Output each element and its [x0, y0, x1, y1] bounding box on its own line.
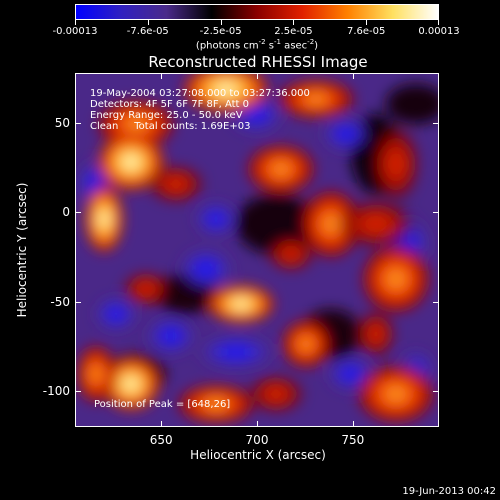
units-mid-1: s	[265, 40, 275, 52]
y-tick-mark	[433, 123, 439, 125]
info-line-time: 19-May-2004 03:27:08.000 to 03:27:36.000	[90, 88, 310, 99]
x-tick-mark	[257, 73, 258, 79]
units-sup-1: -2	[258, 38, 266, 46]
rhessi-heatmap	[76, 74, 438, 426]
y-tick-label: -50	[50, 294, 70, 309]
colorbar-tick-label: 0.00013	[418, 26, 460, 37]
x-tick-mark	[352, 421, 354, 427]
colorbar-tick-label: -2.5e-05	[199, 26, 242, 37]
colorbar-units-label: (photons cm-2 s-1 asec-2)	[196, 38, 318, 51]
y-tick-mark	[75, 301, 81, 303]
x-axis-label: Heliocentric X (arcsec)	[190, 448, 326, 462]
units-suffix: )	[314, 40, 319, 52]
x-tick-label: 750	[341, 433, 365, 447]
timestamp: 19-Jun-2013 00:42	[402, 486, 496, 497]
colorbar-tick-label: -7.6e-05	[126, 26, 169, 37]
x-tick-label: 650	[149, 433, 173, 447]
units-sup-3: -2	[307, 38, 315, 46]
y-tick-mark	[433, 391, 439, 393]
plot-title: Reconstructed RHESSI Image	[148, 53, 368, 71]
y-tick-mark	[75, 123, 81, 125]
info-line-counts: Clean Total counts: 1.69E+03	[90, 121, 251, 132]
y-tick-label: 50	[54, 116, 70, 131]
y-tick-mark	[75, 212, 81, 214]
x-tick-mark	[352, 73, 354, 79]
x-tick-mark	[161, 421, 163, 427]
y-tick-mark	[433, 212, 439, 214]
info-line-energy: Energy Range: 25.0 - 50.0 keV	[90, 110, 243, 121]
y-tick-label: -100	[42, 384, 70, 399]
peak-position-label: Position of Peak = [648,26]	[94, 399, 231, 410]
colorbar-tick-label: 7.6e-05	[346, 26, 386, 37]
colorbar-tick	[438, 20, 439, 25]
colorbar-tick-label: -0.00013	[52, 26, 98, 37]
x-tick-mark	[257, 421, 258, 427]
y-tick-mark	[75, 391, 81, 393]
units-mid-2: asec	[281, 40, 308, 52]
units-prefix: (photons cm	[195, 40, 259, 52]
units-sup-2: -1	[274, 38, 282, 46]
colorbar-tick	[293, 20, 295, 25]
colorbar-tick	[147, 20, 149, 25]
colorbar	[75, 4, 439, 20]
x-tick-label: 700	[245, 433, 269, 447]
x-tick-mark	[161, 73, 163, 79]
colorbar-tick	[220, 20, 222, 25]
y-tick-label: 0	[62, 205, 70, 220]
colorbar-tick-label: 2.5e-05	[274, 26, 313, 37]
y-axis-label: Heliocentric Y (arcsec)	[15, 182, 29, 318]
colorbar-tick	[366, 20, 368, 25]
y-tick-mark	[433, 301, 439, 303]
colorbar-tick	[75, 20, 76, 25]
rhessi-image-plot: 19-May-2004 03:27:08.000 to 03:27:36.000…	[75, 73, 439, 427]
info-line-detectors: Detectors: 4F 5F 6F 7F 8F, Att 0	[90, 99, 250, 110]
